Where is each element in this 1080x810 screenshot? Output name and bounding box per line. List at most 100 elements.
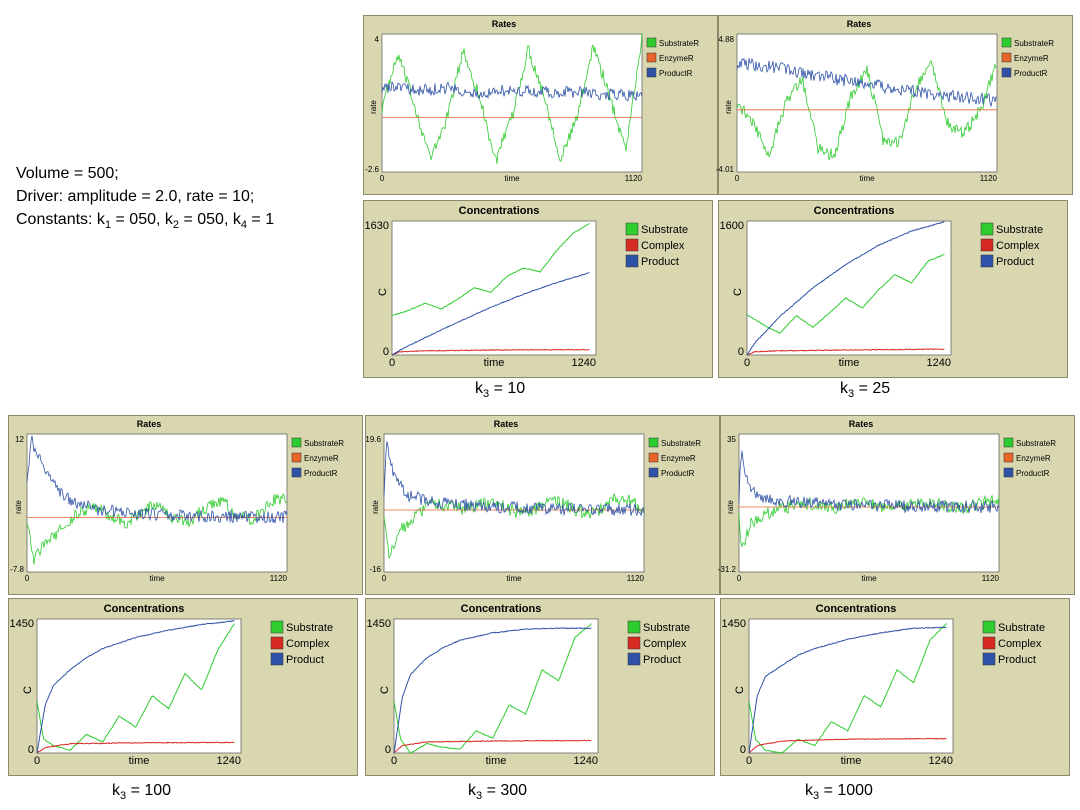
- legend-label-complex: Complex: [641, 240, 685, 252]
- legend-swatch-productr: [648, 467, 659, 478]
- conc-x-axis-label: time: [839, 357, 860, 369]
- rates-chart-svg: Rates 4 -2.60 1120 time rate SubstrateR EnzymeR…: [365, 19, 699, 183]
- conc-series-substrate: [746, 254, 945, 334]
- k3-caption: k3 = 100: [112, 782, 171, 802]
- conc-y-top-tick: 1450: [367, 618, 391, 630]
- legend-label-substrater: SubstrateR: [1016, 439, 1056, 448]
- legend-swatch-productr: [1003, 467, 1014, 478]
- legend-swatch-complex: [625, 238, 639, 252]
- caption-subscript: 3: [813, 790, 820, 803]
- conc-series-product: [36, 620, 235, 754]
- caption-subscript: 3: [483, 388, 490, 401]
- conc-x-axis-label: time: [484, 357, 505, 369]
- conc-series-complex: [391, 348, 590, 356]
- rates-x-min-tick: 0: [25, 574, 30, 583]
- legend-swatch-substrater: [1001, 37, 1012, 48]
- rates-series-substrater: [738, 494, 1000, 548]
- rates-x-axis-label: time: [861, 574, 877, 583]
- constant-k1-text: = 050, k: [111, 211, 173, 228]
- legend-label-substrate: Substrate: [643, 622, 690, 634]
- conc-series-substrate: [36, 623, 235, 752]
- conc-plot-area: [748, 618, 954, 754]
- legend-label-substrater: SubstrateR: [1014, 39, 1054, 48]
- conc-y-axis-label: C: [22, 686, 34, 694]
- conc-x-max-tick: 1240: [217, 755, 241, 767]
- legend-label-substrater: SubstrateR: [661, 439, 701, 448]
- constant-k4-text: = 1: [246, 211, 275, 228]
- rates-x-min-tick: 0: [382, 574, 387, 583]
- caption-value: = 10: [489, 380, 526, 397]
- legend-label-enzymer: EnzymeR: [661, 454, 696, 463]
- rates-x-axis-label: time: [506, 574, 522, 583]
- rates-panel: Rates 4.88 -4.01 0 1120 time rate SubstrateR Enz…: [716, 15, 1073, 195]
- conc-y-bottom-tick: 0: [383, 346, 389, 358]
- legend-swatch-product: [982, 652, 996, 666]
- rates-y-bottom-tick: -4.01: [716, 165, 735, 174]
- legend-label-enzymer: EnzymeR: [1014, 54, 1049, 63]
- legend-label-product: Product: [996, 256, 1034, 268]
- legend-label-substrate: Substrate: [286, 622, 333, 634]
- rates-y-top-tick: 12: [15, 435, 24, 444]
- conc-plot-area: [393, 618, 599, 754]
- rates-y-top-tick: 4: [375, 35, 380, 44]
- legend-label-enzymer: EnzymeR: [659, 54, 694, 63]
- simulation-parameters: Volume = 500; Driver: amplitude = 2.0, r…: [16, 162, 274, 237]
- legend-swatch-substrate: [982, 620, 996, 634]
- k3-caption: k3 = 25: [840, 380, 890, 400]
- conc-y-top-tick: 1450: [10, 618, 34, 630]
- rates-y-axis-label: rate: [724, 100, 733, 114]
- rates-series-substrater: [381, 32, 643, 164]
- conc-y-top-tick: 1600: [720, 220, 744, 232]
- conc-series-product: [748, 626, 947, 754]
- legend-swatch-product: [980, 254, 994, 268]
- constant-k1-sub: 1: [104, 219, 112, 231]
- legend-label-productr: ProductR: [1016, 469, 1050, 478]
- rates-panel: Rates 35 -31.2 0 1120 time rate SubstrateR Enzym…: [718, 415, 1075, 595]
- legend-swatch-substrater: [646, 37, 657, 48]
- conc-series-substrate: [393, 623, 592, 754]
- conc-x-min-tick: 0: [389, 357, 395, 369]
- rates-y-bottom-tick: -7.8: [10, 565, 24, 574]
- conc-y-bottom-tick: 0: [738, 346, 744, 358]
- rates-x-min-tick: 0: [737, 574, 742, 583]
- concentrations-panel: Concentrations 1600 0 0 1240 time C Substrate Co…: [718, 200, 1068, 378]
- conc-y-axis-label: C: [734, 686, 746, 694]
- legend-label-complex: Complex: [996, 240, 1040, 252]
- conc-x-axis-label: time: [129, 755, 150, 767]
- rates-x-min-tick: 0: [380, 174, 385, 183]
- caption-value: = 25: [854, 380, 891, 397]
- caption-subscript: 3: [120, 790, 127, 803]
- legend-label-productr: ProductR: [659, 69, 693, 78]
- rates-panel: Rates 19.6 -16 0 1120 time rate SubstrateR Enzym…: [365, 415, 720, 595]
- conc-x-axis-label: time: [486, 755, 507, 767]
- rates-series-productr: [738, 450, 1000, 514]
- rates-y-axis-label: rate: [371, 500, 380, 514]
- legend-swatch-complex: [980, 238, 994, 252]
- rates-series-substrater: [26, 493, 288, 565]
- conc-x-max-tick: 1240: [574, 755, 598, 767]
- conc-plot-area: [36, 618, 242, 754]
- caption-k: k: [112, 782, 120, 799]
- rates-x-max-tick: 1120: [982, 574, 1000, 583]
- rates-title: Rates: [494, 419, 519, 429]
- conc-plot-area: [391, 220, 597, 356]
- conc-series-complex: [36, 741, 235, 754]
- rates-chart-svg: Rates 12 -7.80 1120 time rate SubstrateR Enzyme…: [10, 419, 344, 583]
- rates-y-top-tick: 35: [727, 435, 736, 444]
- rates-series-productr: [381, 81, 643, 102]
- rates-chart-svg: Rates 4.88 -4.010 1120 time rate SubstrateR Enz…: [716, 19, 1054, 183]
- legend-swatch-productr: [291, 467, 302, 478]
- conc-title: Concentrations: [816, 603, 897, 615]
- conc-x-min-tick: 0: [746, 755, 752, 767]
- k3-caption: k3 = 300: [468, 782, 527, 802]
- legend-swatch-enzymer: [648, 452, 659, 463]
- volume-text: Volume = 500;: [16, 165, 119, 182]
- legend-label-substrater: SubstrateR: [659, 39, 699, 48]
- conc-title: Concentrations: [104, 603, 185, 615]
- rates-panel: Rates 12 -7.8 0 1120 time rate SubstrateR Enzyme…: [8, 415, 363, 595]
- rates-series-productr: [26, 435, 288, 524]
- legend-swatch-substrate: [625, 222, 639, 236]
- caption-subscript: 3: [476, 790, 483, 803]
- legend-label-substrate: Substrate: [998, 622, 1045, 634]
- k3-caption: k3 = 10: [475, 380, 525, 400]
